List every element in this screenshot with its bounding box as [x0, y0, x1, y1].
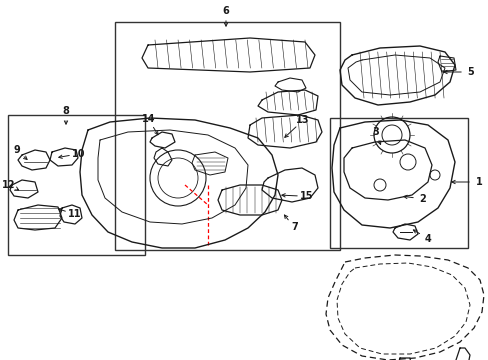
- Bar: [329, 118, 467, 248]
- Text: 9: 9: [13, 145, 20, 156]
- Text: 7: 7: [290, 222, 297, 233]
- Text: 11: 11: [68, 209, 81, 219]
- Text: 15: 15: [300, 191, 313, 201]
- Text: 12: 12: [2, 180, 16, 189]
- Text: 13: 13: [296, 115, 309, 125]
- Text: 3: 3: [371, 126, 378, 136]
- Text: 1: 1: [475, 177, 481, 187]
- Text: 6: 6: [222, 6, 229, 16]
- Text: 14: 14: [142, 114, 155, 124]
- Text: 5: 5: [467, 67, 473, 77]
- Bar: [115, 22, 339, 250]
- Text: 10: 10: [72, 149, 85, 159]
- Text: 2: 2: [419, 194, 426, 204]
- Bar: [8, 115, 145, 255]
- Text: 4: 4: [424, 234, 430, 243]
- Text: 8: 8: [62, 106, 69, 116]
